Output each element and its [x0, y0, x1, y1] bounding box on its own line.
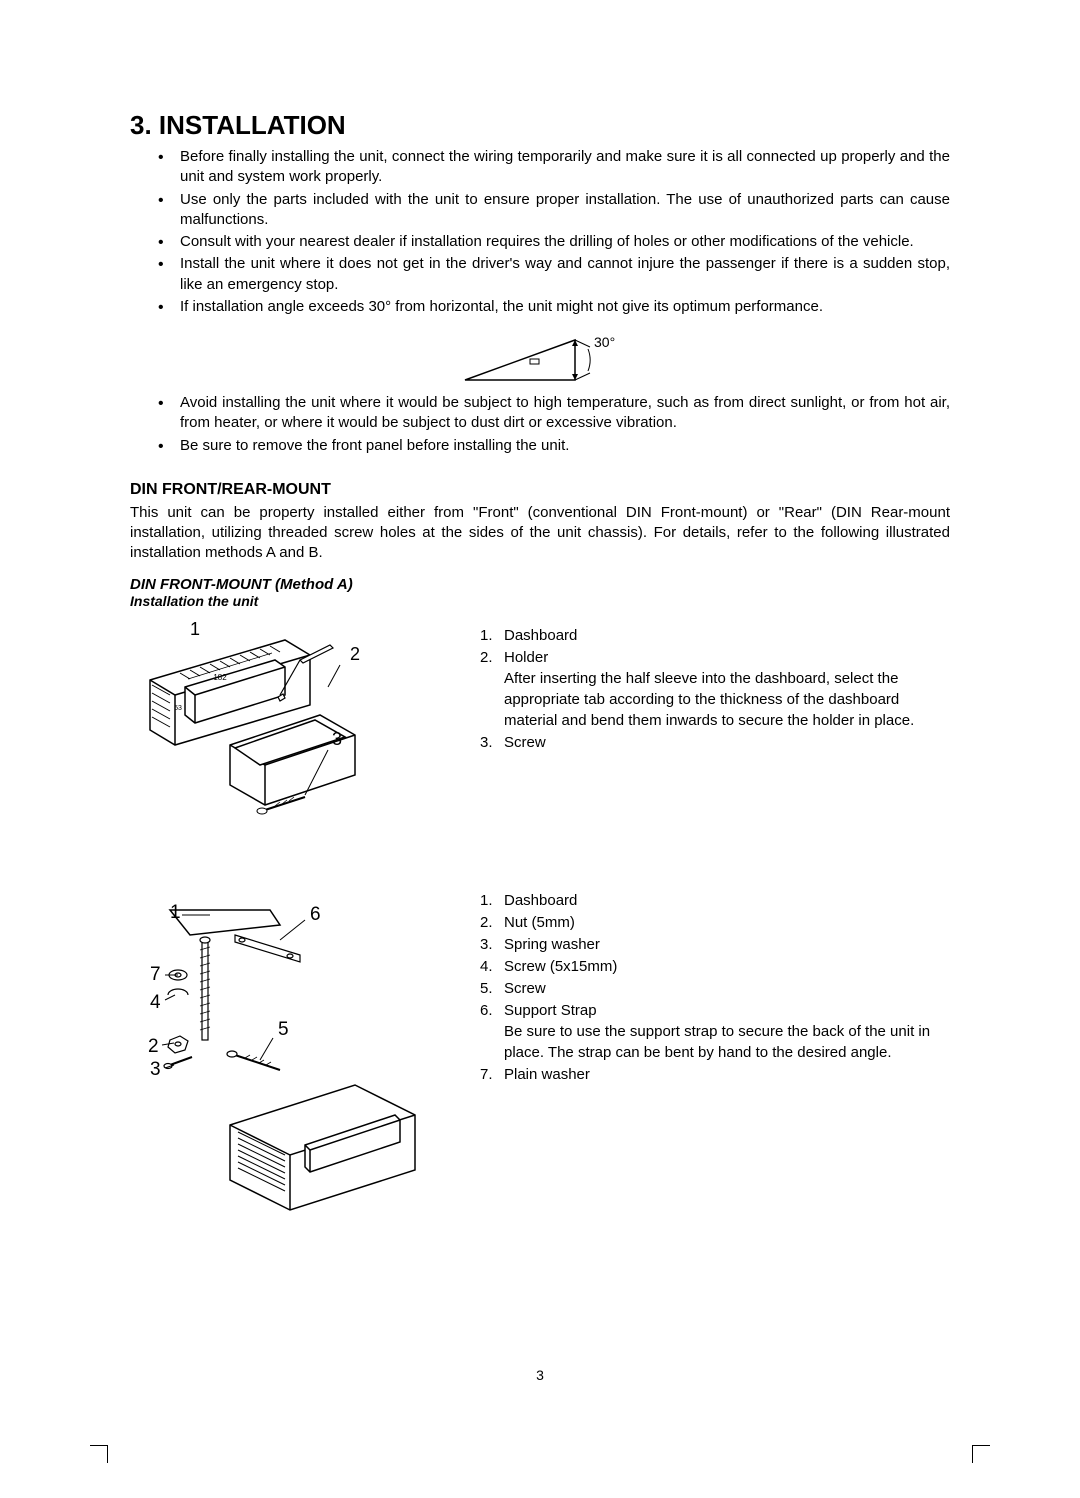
- diagram-row-1: 182 53 1 2: [130, 615, 950, 850]
- label-item: 3.Screw: [480, 732, 950, 753]
- label-item: 3.Spring washer: [480, 934, 950, 955]
- callout-5: 5: [278, 1019, 289, 1040]
- diagram-1: 182 53 1 2: [130, 615, 470, 850]
- callout-1: 1: [170, 902, 181, 923]
- bullet-item: Consult with your nearest dealer if inst…: [180, 232, 950, 252]
- page-number: 3: [536, 1367, 544, 1383]
- bullet-item: Install the unit where it does not get i…: [180, 254, 950, 295]
- section-title: 3. INSTALLATION: [130, 110, 950, 141]
- callout-1: 1: [190, 619, 200, 639]
- diagram-row-2: 1 6 7 4 2 3 5 1.Dashboard 2.Nut (5mm) 3.…: [130, 880, 950, 1225]
- callout-3: 3: [332, 729, 342, 749]
- callout-3: 3: [150, 1059, 161, 1080]
- svg-text:53: 53: [174, 705, 182, 712]
- callout-2: 2: [148, 1036, 159, 1057]
- diagram-1-labels: 1.Dashboard 2.HolderAfter inserting the …: [480, 625, 950, 753]
- bullet-item: Be sure to remove the front panel before…: [180, 436, 950, 456]
- label-item: 7.Plain washer: [480, 1064, 950, 1085]
- label-item: 1.Dashboard: [480, 890, 950, 911]
- label-item: 4.Screw (5x15mm): [480, 956, 950, 977]
- label-item: 6.Support StrapBe sure to use the suppor…: [480, 1000, 950, 1063]
- callout-7: 7: [150, 964, 161, 985]
- crop-mark-icon: [90, 1445, 108, 1463]
- diagram-2-labels: 1.Dashboard 2.Nut (5mm) 3.Spring washer …: [480, 890, 950, 1085]
- label-item: 2.Nut (5mm): [480, 912, 950, 933]
- subsection-text: This unit can be property installed eith…: [130, 503, 950, 564]
- label-item: 1.Dashboard: [480, 625, 950, 646]
- diagram-2: 1 6 7 4 2 3 5: [130, 880, 470, 1225]
- method-subtitle: Installation the unit: [130, 593, 950, 609]
- svg-text:182: 182: [213, 673, 227, 682]
- angle-diagram: 30°: [130, 325, 950, 385]
- bullet-item: If installation angle exceeds 30° from h…: [180, 297, 950, 317]
- bullet-item: Use only the parts included with the uni…: [180, 190, 950, 231]
- angle-label: 30°: [594, 334, 615, 350]
- method-title: DIN FRONT-MOUNT (Method A): [130, 576, 950, 593]
- label-item: 5.Screw: [480, 978, 950, 999]
- callout-4: 4: [150, 992, 161, 1013]
- bullet-list-top: Before finally installing the unit, conn…: [130, 147, 950, 317]
- bullet-list-bottom: Avoid installing the unit where it would…: [130, 393, 950, 456]
- callout-2: 2: [350, 644, 360, 664]
- bullet-item: Before finally installing the unit, conn…: [180, 147, 950, 188]
- label-item: 2.HolderAfter inserting the half sleeve …: [480, 647, 950, 731]
- bullet-item: Avoid installing the unit where it would…: [180, 393, 950, 434]
- callout-6: 6: [310, 904, 321, 925]
- crop-mark-icon: [972, 1445, 990, 1463]
- subsection-title: DIN FRONT/REAR-MOUNT: [130, 481, 950, 499]
